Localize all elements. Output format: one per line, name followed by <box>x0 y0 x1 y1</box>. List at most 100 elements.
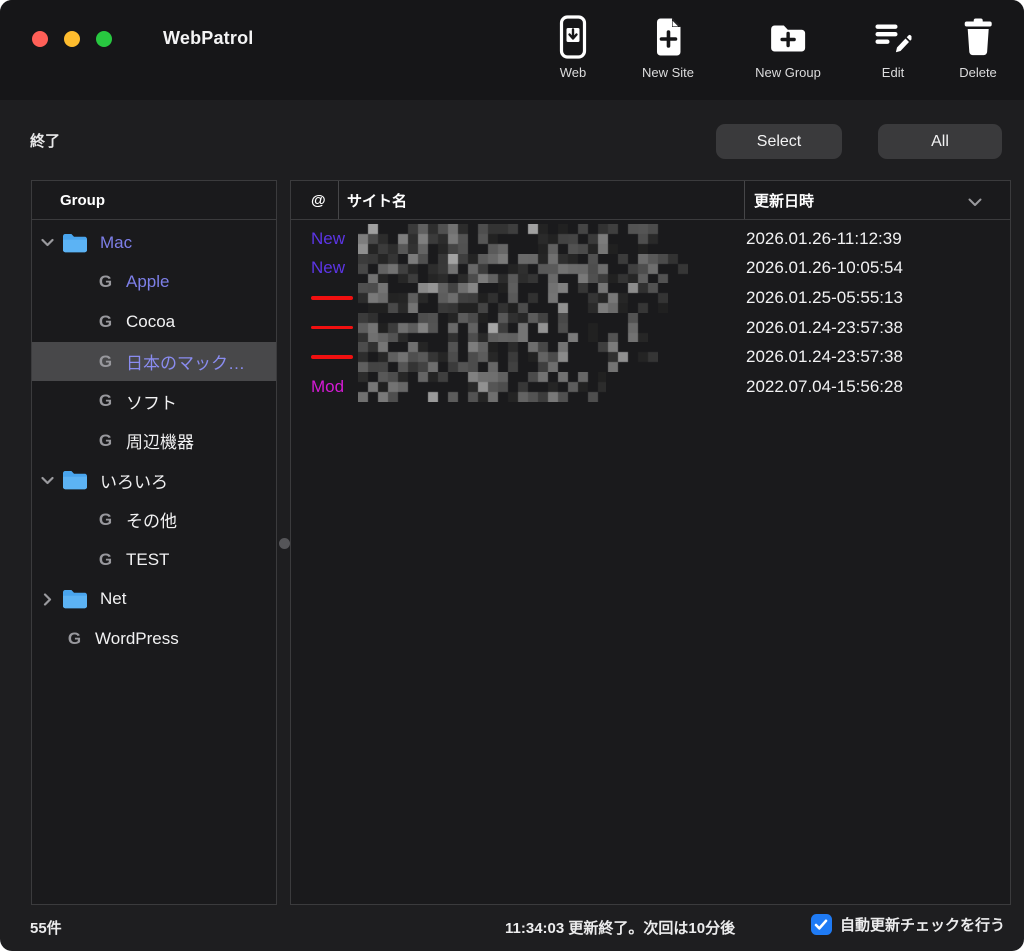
item-count: 55件 <box>30 920 62 937</box>
group-icon: G <box>98 311 113 331</box>
title-bar: WebPatrol Web New Site New Group Edit Delete <box>0 0 1024 100</box>
group-icon: G <box>98 430 113 450</box>
sidebar-item-group-Apple[interactable]: G Apple <box>32 263 276 303</box>
sidebar-item-label: 周辺機器 <box>126 433 194 453</box>
sidebar-item-folder-Mac[interactable]: Mac <box>32 223 276 263</box>
table-row[interactable]: New 2026.01.26-11:12:39 <box>291 224 1010 254</box>
new-group-icon <box>769 10 807 64</box>
zoom-window-icon[interactable] <box>96 31 112 47</box>
column-header-at[interactable]: @ <box>311 191 326 209</box>
sidebar-item-label: いろいろ <box>100 472 168 492</box>
chevron-down-icon[interactable] <box>39 238 55 247</box>
sidebar-item-group-WordPress[interactable]: G WordPress <box>32 619 276 659</box>
redacted-site-name <box>358 253 688 284</box>
table-row[interactable]: 2026.01.24-23:57:38 <box>291 342 1010 372</box>
table-header-row: @ サイト名 更新日時 <box>291 181 1010 220</box>
sidebar-item-label: ソフト <box>126 393 177 413</box>
chevron-right-icon[interactable] <box>39 593 55 606</box>
group-icon: G <box>98 272 113 292</box>
sidebar-item-group-日本のマック…[interactable]: G 日本のマック… <box>32 341 276 382</box>
redacted-site-name <box>358 371 606 402</box>
sidebar-item-folder-Net[interactable]: Net <box>32 579 276 619</box>
redacted-site-name <box>358 224 665 254</box>
status-unchanged-dash <box>311 342 353 372</box>
sidebar-item-label: Apple <box>126 272 170 292</box>
close-window-icon[interactable] <box>32 31 48 47</box>
updated-timestamp: 2026.01.25-05:55:13 <box>746 287 903 307</box>
table-row[interactable]: New 2026.01.26-10:05:54 <box>291 253 1010 284</box>
column-header-site-name[interactable]: サイト名 <box>338 181 744 219</box>
chevron-down-icon[interactable] <box>39 476 55 485</box>
checkbox-checked-icon[interactable] <box>810 914 832 935</box>
new-site-icon <box>653 10 684 64</box>
status-label: Mod <box>311 376 345 396</box>
sidebar-item-label: その他 <box>126 512 177 532</box>
toolbar-button-label: New Group <box>755 65 821 80</box>
sidebar-item-group-周辺機器[interactable]: G 周辺機器 <box>32 421 276 461</box>
group-icon: G <box>67 628 82 648</box>
sites-table: @ サイト名 更新日時 New 2026.01.26-11:12:39 New 202… <box>290 180 1011 905</box>
sidebar-item-label: Mac <box>100 232 133 252</box>
sidebar-item-group-その他[interactable]: G その他 <box>32 500 276 540</box>
group-icon: G <box>98 351 113 371</box>
toolbar-button-new-site[interactable]: New Site <box>642 10 694 80</box>
app-title: WebPatrol <box>163 28 254 48</box>
column-header-updated[interactable]: 更新日時 <box>744 181 1010 219</box>
toolbar-button-web[interactable]: Web <box>559 10 587 80</box>
updated-timestamp: 2026.01.24-23:57:38 <box>746 347 903 367</box>
quit-button[interactable]: 終了 <box>30 133 61 150</box>
auto-update-label: 自動更新チェックを行う <box>839 917 1005 934</box>
group-tree: Mac G Apple G Cocoa G 日本のマック… G ソフト G 周辺機器いろいろ G その他… <box>32 220 276 659</box>
toolbar-button-delete[interactable]: Delete <box>959 10 997 80</box>
sidebar-item-folder-いろいろ[interactable]: いろいろ <box>32 461 276 501</box>
redacted-site-name <box>358 342 658 372</box>
traffic-lights <box>32 31 112 47</box>
toolbar-button-label: Delete <box>959 65 997 80</box>
toolbar-button-label: Web <box>559 65 587 80</box>
web-download-icon <box>559 10 587 64</box>
delete-icon <box>963 10 993 64</box>
status-label: New <box>311 228 346 248</box>
group-icon: G <box>98 549 113 569</box>
sidebar-item-label: Cocoa <box>126 311 176 331</box>
group-icon: G <box>98 509 113 529</box>
group-column-header[interactable]: Group <box>32 181 276 220</box>
sidebar-item-group-Cocoa[interactable]: G Cocoa <box>32 302 276 342</box>
toolbar-button-new-group[interactable]: New Group <box>755 10 821 80</box>
edit-icon <box>875 10 912 64</box>
updated-timestamp: 2026.01.26-11:12:39 <box>746 228 902 248</box>
update-status-message: 11:34:03 更新終了。次回は10分後 <box>505 920 736 937</box>
pane-divider-handle[interactable] <box>279 538 290 549</box>
status-bar: 55件 11:34:03 更新終了。次回は10分後 自動更新チェックを行う <box>0 905 1024 951</box>
select-button[interactable]: Select <box>716 124 842 159</box>
table-row[interactable]: 2026.01.25-05:55:13 <box>291 283 1010 313</box>
sidebar-item-group-ソフト[interactable]: G ソフト <box>32 381 276 421</box>
folder-icon <box>62 589 87 609</box>
sidebar-item-label: Net <box>100 589 127 609</box>
table-body: New 2026.01.26-11:12:39 New 2026.01.26-10:0… <box>291 220 1010 402</box>
all-button[interactable]: All <box>878 124 1002 159</box>
minimize-window-icon[interactable] <box>64 31 80 47</box>
sidebar-item-group-TEST[interactable]: G TEST <box>32 540 276 580</box>
table-row[interactable]: 2026.01.24-23:57:38 <box>291 312 1010 343</box>
table-row[interactable]: Mod 2022.07.04-15:56:28 <box>291 371 1010 402</box>
folder-icon <box>62 470 87 490</box>
status-label: New <box>311 258 346 278</box>
group-sidebar: Group Mac G Apple G Cocoa G 日本のマック… G ソフト G 周辺機器いろ… <box>31 180 277 905</box>
status-unchanged-dash <box>311 283 353 313</box>
auto-update-toggle[interactable]: 自動更新チェックを行う <box>810 914 1005 935</box>
sidebar-item-label: WordPress <box>95 628 179 648</box>
sort-chevron-down-icon <box>968 194 982 211</box>
toolbar-button-label: New Site <box>641 65 695 80</box>
updated-timestamp: 2026.01.24-23:57:38 <box>746 317 903 337</box>
redacted-site-name <box>358 283 668 313</box>
group-icon: G <box>98 391 113 411</box>
updated-timestamp: 2022.07.04-15:56:28 <box>746 376 903 396</box>
sidebar-item-label: 日本のマック… <box>126 354 245 374</box>
toolbar-button-edit[interactable]: Edit <box>875 10 912 80</box>
sidebar-item-label: TEST <box>126 549 170 569</box>
toolbar-button-label: Edit <box>881 65 905 80</box>
updated-timestamp: 2026.01.26-10:05:54 <box>746 258 903 278</box>
redacted-site-name <box>358 312 648 343</box>
